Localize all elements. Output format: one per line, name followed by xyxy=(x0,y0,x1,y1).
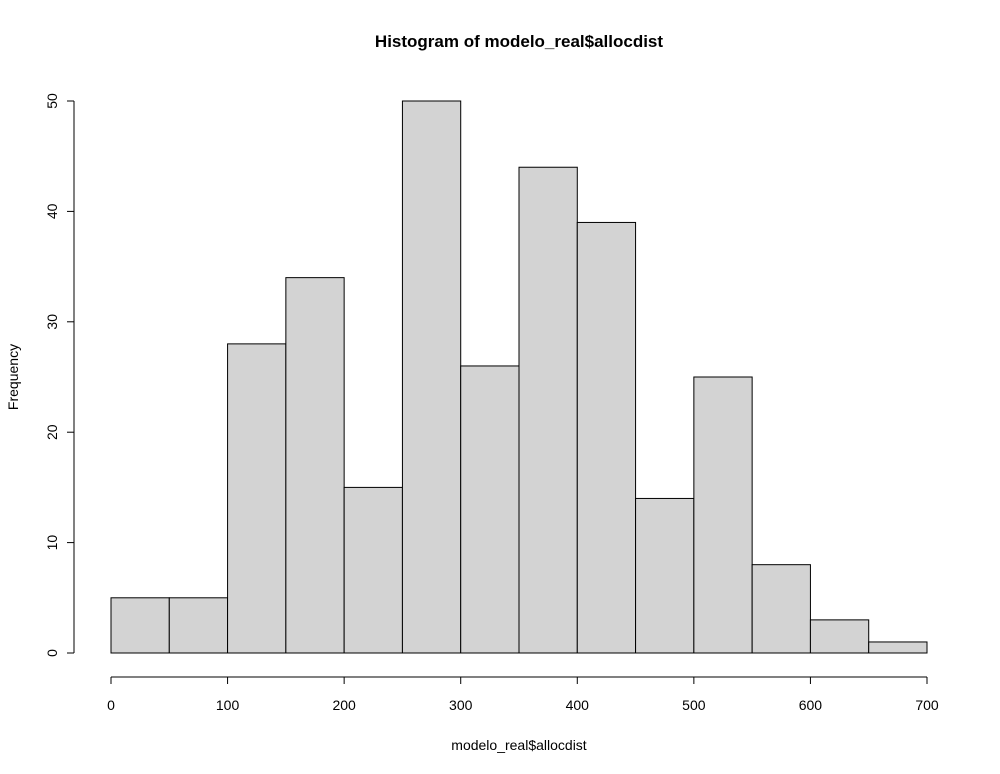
histogram-bar-1 xyxy=(168,597,229,654)
y-tick-label: 10 xyxy=(44,535,60,551)
histogram-bar-2 xyxy=(227,343,287,654)
histogram-bar-9 xyxy=(635,497,695,654)
y-tick-label: 30 xyxy=(44,314,60,330)
y-axis-label: Frequency xyxy=(5,344,21,410)
x-tick-label: 100 xyxy=(216,697,240,713)
histogram-bar-8 xyxy=(576,221,637,654)
y-tick-label: 40 xyxy=(44,203,60,219)
histogram-bar-10 xyxy=(693,376,753,654)
x-tick-label: 600 xyxy=(799,697,823,713)
histogram-bar-12 xyxy=(809,619,870,654)
histogram-bar-0 xyxy=(110,597,170,654)
x-tick-label: 200 xyxy=(332,697,356,713)
x-tick-label: 500 xyxy=(682,697,706,713)
y-tick-label: 0 xyxy=(44,649,60,657)
x-tick-label: 300 xyxy=(449,697,473,713)
y-tick-label: 20 xyxy=(44,424,60,440)
x-tick-label: 400 xyxy=(566,697,590,713)
histogram-bar-3 xyxy=(285,277,345,654)
chart-title: Histogram of modelo_real$allocdist xyxy=(375,32,663,51)
x-axis-label: modelo_real$allocdist xyxy=(451,737,587,753)
bars-group xyxy=(110,100,928,654)
histogram-bar-11 xyxy=(751,564,811,654)
histogram-bar-7 xyxy=(518,166,578,654)
x-tick-label: 700 xyxy=(915,697,939,713)
histogram-bar-5 xyxy=(401,100,462,654)
y-axis: 0 10 20 30 40 50 xyxy=(44,93,75,657)
histogram-bar-13 xyxy=(868,641,928,654)
x-tick-label: 0 xyxy=(107,697,115,713)
x-axis: 0 100 200 300 400 500 600 700 xyxy=(107,676,939,713)
histogram-bar-4 xyxy=(343,486,403,654)
histogram-bar-6 xyxy=(460,365,520,654)
y-tick-label: 50 xyxy=(44,93,60,109)
